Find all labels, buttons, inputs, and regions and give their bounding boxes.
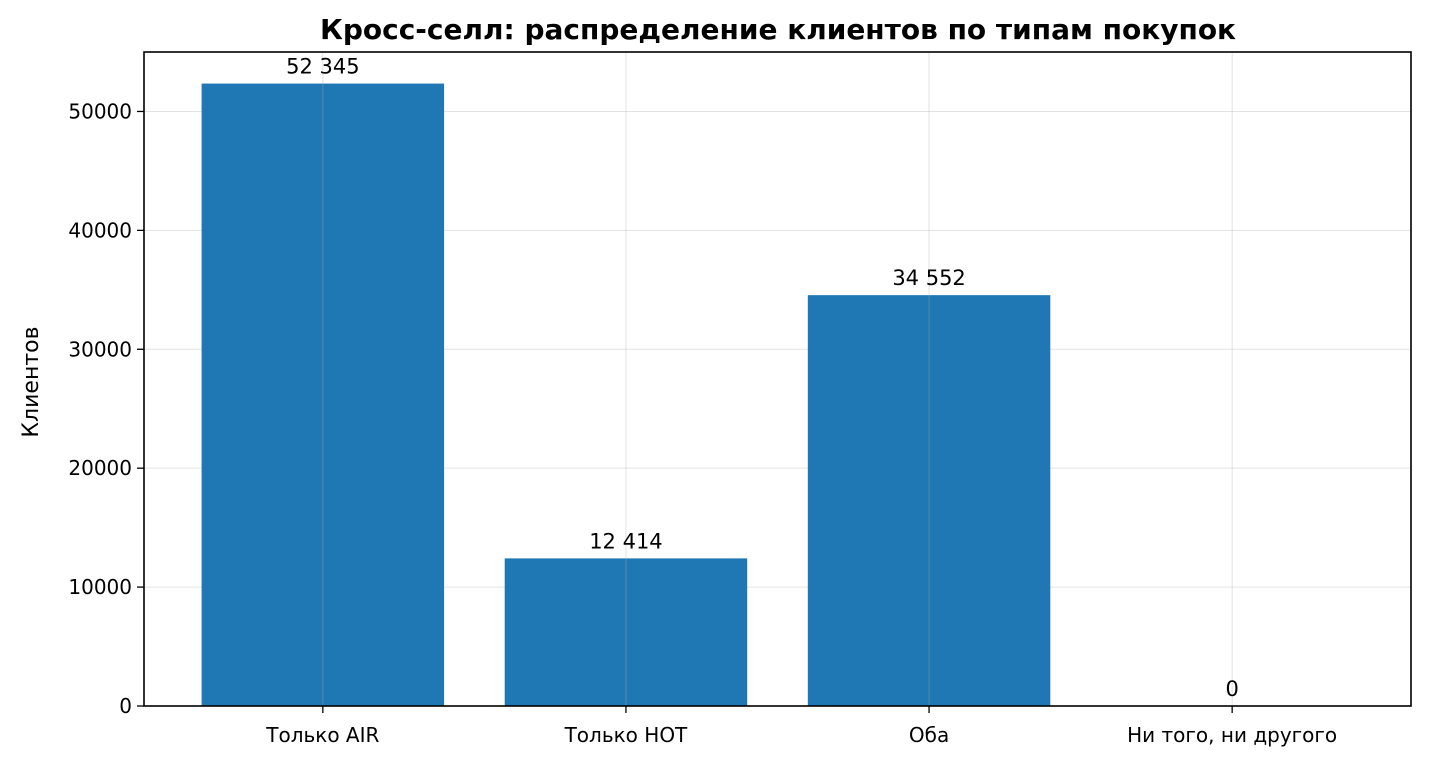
y-tick-label: 40000 xyxy=(68,218,132,242)
x-tick-label: Только HOT xyxy=(564,723,688,747)
bar xyxy=(201,83,445,706)
x-tick-label: Ни того, ни другого xyxy=(1127,723,1337,747)
bar xyxy=(504,558,748,706)
bar xyxy=(807,295,1051,706)
y-axis-label: Клиентов xyxy=(19,326,44,437)
y-tick-label: 30000 xyxy=(68,337,132,361)
bars xyxy=(201,83,1051,706)
y-tick-label: 50000 xyxy=(68,99,132,123)
vertical-gridlines xyxy=(322,52,1233,706)
data-label: 12 414 xyxy=(589,529,662,553)
data-labels: 52 345 12 414 34 552 0 xyxy=(286,55,1239,701)
y-axis-ticks: 0 10000 20000 30000 40000 50000 xyxy=(68,99,144,718)
y-tick-label: 20000 xyxy=(68,456,132,480)
plot-frame xyxy=(143,51,1412,707)
y-tick-label: 0 xyxy=(119,694,132,718)
data-label: 0 xyxy=(1225,677,1238,701)
data-label: 34 552 xyxy=(892,266,965,290)
chart-title: Кросс-селл: распределение клиентов по ти… xyxy=(320,13,1236,46)
y-tick-label: 10000 xyxy=(68,575,132,599)
x-tick-label: Оба xyxy=(909,723,949,747)
x-axis-ticks: Только AIR Только HOT Оба Ни того, ни друго… xyxy=(265,706,1337,747)
x-tick-label: Только AIR xyxy=(265,723,379,747)
data-label: 52 345 xyxy=(286,55,359,79)
